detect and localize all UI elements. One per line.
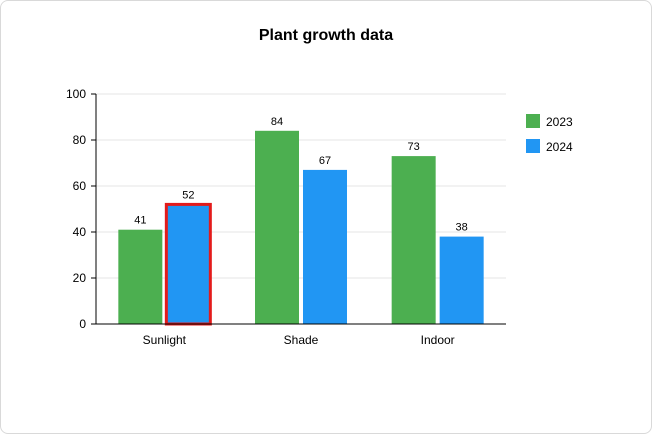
x-tick-label: Sunlight [143, 333, 187, 347]
y-tick-label: 0 [79, 317, 86, 331]
data-label: 84 [271, 116, 283, 128]
chart-title: Plant growth data [259, 27, 393, 44]
y-tick-label: 80 [73, 133, 87, 147]
y-tick-label: 100 [66, 87, 86, 101]
data-label: 41 [134, 215, 146, 227]
axes: 0 20 40 60 80 100 Sunlight Shade Indoor [66, 87, 506, 347]
y-tick-label: 40 [73, 225, 87, 239]
legend-swatch-2023 [526, 114, 540, 128]
bar-shade-2023 [255, 130, 299, 324]
bars: 41 52 84 67 73 38 [118, 116, 484, 326]
bar-indoor-2023 [391, 156, 436, 324]
data-label: 52 [182, 189, 194, 201]
legend-label: 2024 [546, 140, 573, 154]
bar-sunlight-2023 [118, 229, 163, 324]
legend-swatch-2024 [526, 139, 540, 153]
legend-label: 2023 [546, 115, 573, 129]
bar-sunlight-2024 [164, 202, 212, 326]
data-label: 73 [408, 141, 420, 153]
legend: 2023 2024 [526, 114, 573, 154]
data-label: 67 [319, 155, 331, 167]
bar-indoor-2024 [439, 236, 484, 324]
x-tick-label: Shade [284, 333, 319, 347]
x-tick-label: Indoor [421, 333, 455, 347]
y-tick-label: 60 [73, 179, 87, 193]
grid-lines [96, 93, 506, 279]
data-label: 38 [456, 222, 468, 234]
y-tick-label: 20 [73, 271, 87, 285]
bar-shade-2024 [303, 169, 347, 324]
